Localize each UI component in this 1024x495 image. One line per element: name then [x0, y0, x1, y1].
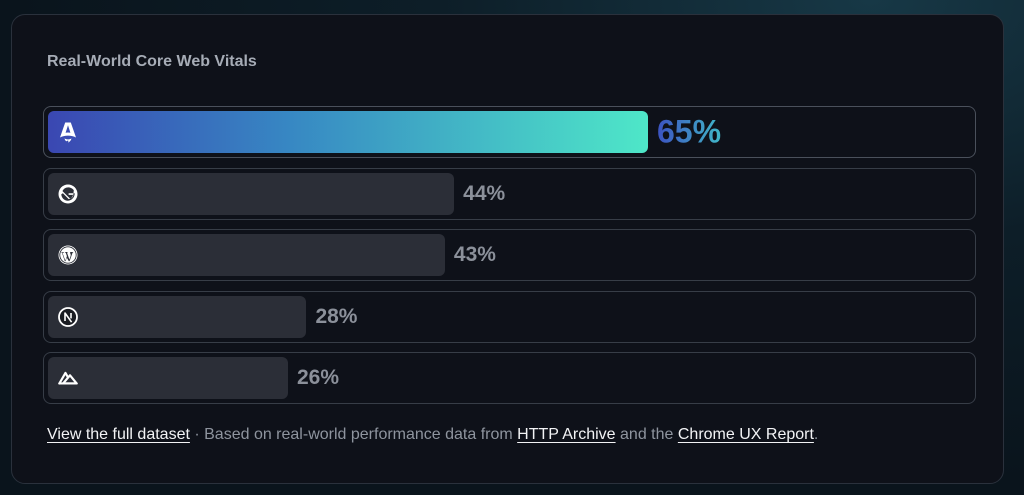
wordpress-logo-icon: [58, 245, 78, 265]
bar-astro: [48, 111, 648, 153]
data-label-gatsby: 44%: [463, 181, 506, 205]
bar-gatsby: [48, 172, 455, 215]
bar-chart: 65% 44% 43%: [43, 106, 976, 414]
chrome-ux-report-link[interactable]: Chrome UX Report: [677, 426, 814, 443]
view-full-dataset-link[interactable]: View the full dataset: [47, 426, 190, 443]
footer-text-3: .: [813, 426, 819, 443]
bar-row-wordpress: 43%: [43, 229, 976, 281]
http-archive-link[interactable]: HTTP Archive: [517, 426, 616, 443]
bar-nextjs: [48, 295, 307, 338]
nextjs-logo-icon: [58, 306, 78, 327]
footer-text-2: and the: [615, 426, 678, 443]
footer-text-1: · Based on real-world performance data f…: [189, 426, 518, 443]
data-label-astro: 65%: [657, 113, 722, 150]
chart-title: Real-World Core Web Vitals: [47, 53, 257, 70]
nuxt-logo-icon: [58, 368, 78, 388]
core-web-vitals-card: Real-World Core Web Vitals 65% 44%: [11, 14, 1004, 484]
gatsby-logo-icon: [58, 184, 78, 204]
bar-row-nextjs: 28%: [43, 290, 976, 343]
astro-logo-icon: [58, 122, 78, 143]
bar-row-gatsby: 44%: [43, 167, 976, 220]
bar-row-nuxt: 26%: [43, 352, 976, 404]
bar-row-astro: 65%: [43, 106, 976, 158]
bar-wordpress: [48, 234, 445, 276]
data-label-nextjs: 28%: [315, 304, 358, 328]
data-label-nuxt: 26%: [297, 366, 340, 389]
data-label-wordpress: 43%: [453, 243, 496, 266]
data-source-note: View the full dataset · Based on real-wo…: [47, 426, 818, 444]
bar-nuxt: [48, 357, 288, 399]
